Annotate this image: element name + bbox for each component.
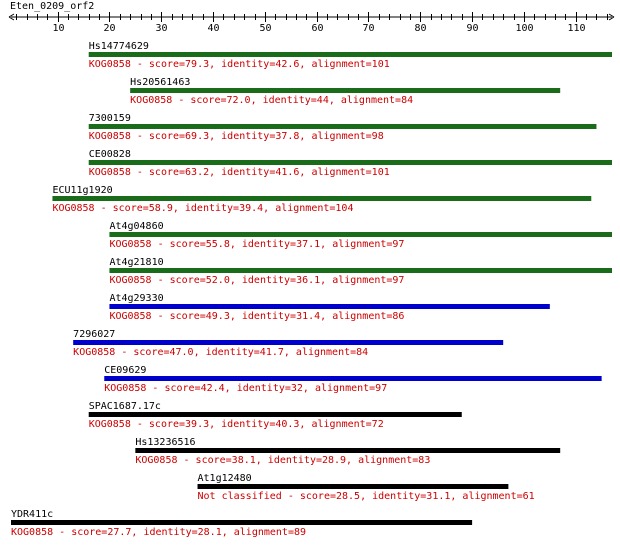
hit-row[interactable]: SPAC1687.17c KOG0858 - score=39.3, identi… <box>88 401 462 430</box>
ruler-tick-label: 70 <box>362 23 374 34</box>
ruler-left-arrow <box>8 13 15 21</box>
hit-row[interactable]: YDR411c KOG0858 - score=27.7, identity=28… <box>11 509 473 538</box>
ruler-tick-label: 20 <box>103 23 115 34</box>
hit-alignment-bar[interactable] <box>88 52 612 57</box>
ruler-tick-label: 90 <box>466 23 478 34</box>
hit-caption: KOG0858 - score=27.7, identity=28.1, ali… <box>11 527 306 538</box>
hit-caption: KOG0858 - score=38.1, identity=28.9, ali… <box>135 455 430 466</box>
hit-name[interactable]: CE09629 <box>104 365 146 376</box>
hit-name[interactable]: YDR411c <box>11 509 53 520</box>
hit-name[interactable]: 7296027 <box>73 329 115 340</box>
hit-caption: KOG0858 - score=42.4, identity=32, align… <box>104 383 387 394</box>
hit-row[interactable]: Hs13236516 KOG0858 - score=38.1, identity… <box>135 437 561 466</box>
hit-alignment-bar[interactable] <box>52 196 592 201</box>
hit-caption: KOG0858 - score=79.3, identity=42.6, ali… <box>89 59 390 70</box>
hit-caption: KOG0858 - score=39.3, identity=40.3, ali… <box>89 419 384 430</box>
sequence-ruler: 10 20 30 40 50 60 70 80 90 100 110 <box>8 12 615 34</box>
hit-alignment-bar[interactable] <box>88 412 462 417</box>
hit-alignment-bar[interactable] <box>109 268 613 273</box>
hit-row[interactable]: At4g04860 KOG0858 - score=55.8, identity=… <box>109 221 613 250</box>
hit-name[interactable]: At4g21810 <box>109 257 163 268</box>
hit-name[interactable]: 7300159 <box>89 113 131 124</box>
ruler-right-arrow <box>608 13 615 21</box>
hit-caption: KOG0858 - score=63.2, identity=41.6, ali… <box>89 167 390 178</box>
hit-alignment-bar[interactable] <box>88 124 597 129</box>
ruler-tick-label: 50 <box>259 23 271 34</box>
hit-caption: KOG0858 - score=72.0, identity=44, align… <box>130 95 413 106</box>
hit-caption: Not classified - score=28.5, identity=31… <box>198 491 535 502</box>
hit-alignment-bar[interactable] <box>197 484 509 489</box>
hit-list: Hs14774629 KOG0858 - score=79.3, identity… <box>11 41 613 538</box>
hit-caption: KOG0858 - score=49.3, identity=31.4, ali… <box>109 311 404 322</box>
hit-name[interactable]: Hs13236516 <box>135 437 195 448</box>
hit-row[interactable]: Hs14774629 KOG0858 - score=79.3, identity… <box>88 41 612 70</box>
hit-name[interactable]: At4g29330 <box>109 293 163 304</box>
hit-alignment-bar[interactable] <box>130 88 561 93</box>
hit-row[interactable]: 7296027 KOG0858 - score=47.0, identity=41… <box>73 329 504 358</box>
ruler-tick-label: 40 <box>207 23 219 34</box>
hit-name[interactable]: At1g12480 <box>198 473 252 484</box>
hit-row[interactable]: At4g29330 KOG0858 - score=49.3, identity=… <box>109 293 550 322</box>
hit-name[interactable]: Hs20561463 <box>130 77 190 88</box>
hit-name[interactable]: Hs14774629 <box>89 41 149 52</box>
query-title: Eten_0209_orf2 <box>10 1 94 12</box>
hit-name[interactable]: ECU11g1920 <box>52 185 112 196</box>
hit-name[interactable]: SPAC1687.17c <box>89 401 161 412</box>
ruler-tick-label: 10 <box>52 23 64 34</box>
hit-caption: KOG0858 - score=52.0, identity=36.1, ali… <box>109 275 404 286</box>
hit-row[interactable]: Hs20561463 KOG0858 - score=72.0, identity… <box>130 77 561 106</box>
hit-alignment-bar[interactable] <box>135 448 561 453</box>
hit-name[interactable]: At4g04860 <box>109 221 163 232</box>
ruler-tick-label: 80 <box>414 23 426 34</box>
hit-row[interactable]: ECU11g1920 KOG0858 - score=58.9, identity… <box>52 185 592 214</box>
ruler-tick-label: 100 <box>515 23 533 34</box>
hit-alignment-bar[interactable] <box>109 304 550 309</box>
hit-name[interactable]: CE00828 <box>89 149 131 160</box>
hit-alignment-bar[interactable] <box>109 232 613 237</box>
hit-alignment-bar[interactable] <box>11 520 473 525</box>
hit-alignment-bar[interactable] <box>88 160 612 165</box>
hit-row[interactable]: At1g12480 Not classified - score=28.5, id… <box>197 473 535 502</box>
hit-row[interactable]: CE00828 KOG0858 - score=63.2, identity=41… <box>88 149 612 178</box>
hit-row[interactable]: CE09629 KOG0858 - score=42.4, identity=32… <box>104 365 602 394</box>
hit-row[interactable]: At4g21810 KOG0858 - score=52.0, identity=… <box>109 257 613 286</box>
ruler-tick-label: 30 <box>155 23 167 34</box>
hit-caption: KOG0858 - score=58.9, identity=39.4, ali… <box>52 203 353 214</box>
hit-caption: KOG0858 - score=69.3, identity=37.8, ali… <box>89 131 384 142</box>
ruler-tick-label: 110 <box>567 23 585 34</box>
hit-caption: KOG0858 - score=47.0, identity=41.7, ali… <box>73 347 368 358</box>
hit-alignment-bar[interactable] <box>104 376 602 381</box>
ruler-tick-label: 60 <box>311 23 323 34</box>
hit-caption: KOG0858 - score=55.8, identity=37.1, ali… <box>109 239 404 250</box>
hit-row[interactable]: 7300159 KOG0858 - score=69.3, identity=37… <box>88 113 597 142</box>
hit-alignment-bar[interactable] <box>73 340 504 345</box>
